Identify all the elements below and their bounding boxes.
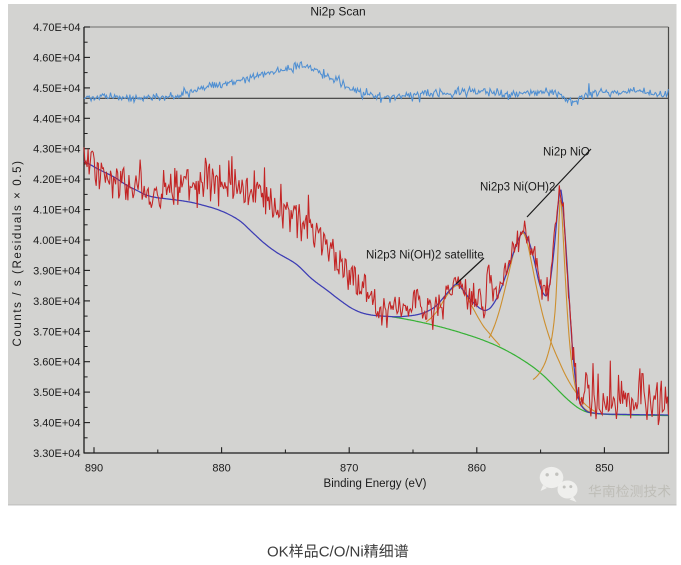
svg-text:3.80E+04: 3.80E+04 <box>33 296 80 308</box>
svg-text:4.30E+04: 4.30E+04 <box>33 144 80 156</box>
svg-text:3.50E+04: 3.50E+04 <box>33 387 80 399</box>
svg-text:Binding Energy (eV): Binding Energy (eV) <box>324 478 427 490</box>
svg-text:OK: OK <box>267 544 289 561</box>
svg-text:Counts / s (Residuals × 0.5): Counts / s (Residuals × 0.5) <box>12 159 24 346</box>
svg-text:860: 860 <box>468 463 486 475</box>
svg-text:870: 870 <box>340 463 358 475</box>
svg-text:4.40E+04: 4.40E+04 <box>33 113 80 125</box>
svg-text:4.60E+04: 4.60E+04 <box>33 52 80 64</box>
svg-text:Ni2p Scan: Ni2p Scan <box>310 5 365 19</box>
svg-text:4.70E+04: 4.70E+04 <box>33 22 80 34</box>
svg-text:890: 890 <box>85 463 103 475</box>
svg-text:4.10E+04: 4.10E+04 <box>33 205 80 217</box>
svg-text:C/O/Ni: C/O/Ni <box>319 544 364 561</box>
svg-text:850: 850 <box>595 463 613 475</box>
svg-text:Ni2p NiO: Ni2p NiO <box>543 147 590 159</box>
svg-text:4.50E+04: 4.50E+04 <box>33 83 80 95</box>
svg-text:3.40E+04: 3.40E+04 <box>33 418 80 430</box>
svg-text:4.00E+04: 4.00E+04 <box>33 235 80 247</box>
svg-text:3.70E+04: 3.70E+04 <box>33 326 80 338</box>
svg-text:880: 880 <box>212 463 230 475</box>
svg-text:3.60E+04: 3.60E+04 <box>33 357 80 369</box>
svg-text:Ni2p3 Ni(OH)2: Ni2p3 Ni(OH)2 <box>480 182 555 194</box>
svg-text:4.20E+04: 4.20E+04 <box>33 174 80 186</box>
svg-text:3.90E+04: 3.90E+04 <box>33 265 80 277</box>
svg-text:Ni2p3 Ni(OH)2 satellite: Ni2p3 Ni(OH)2 satellite <box>366 250 484 262</box>
svg-text:3.30E+04: 3.30E+04 <box>33 448 80 460</box>
